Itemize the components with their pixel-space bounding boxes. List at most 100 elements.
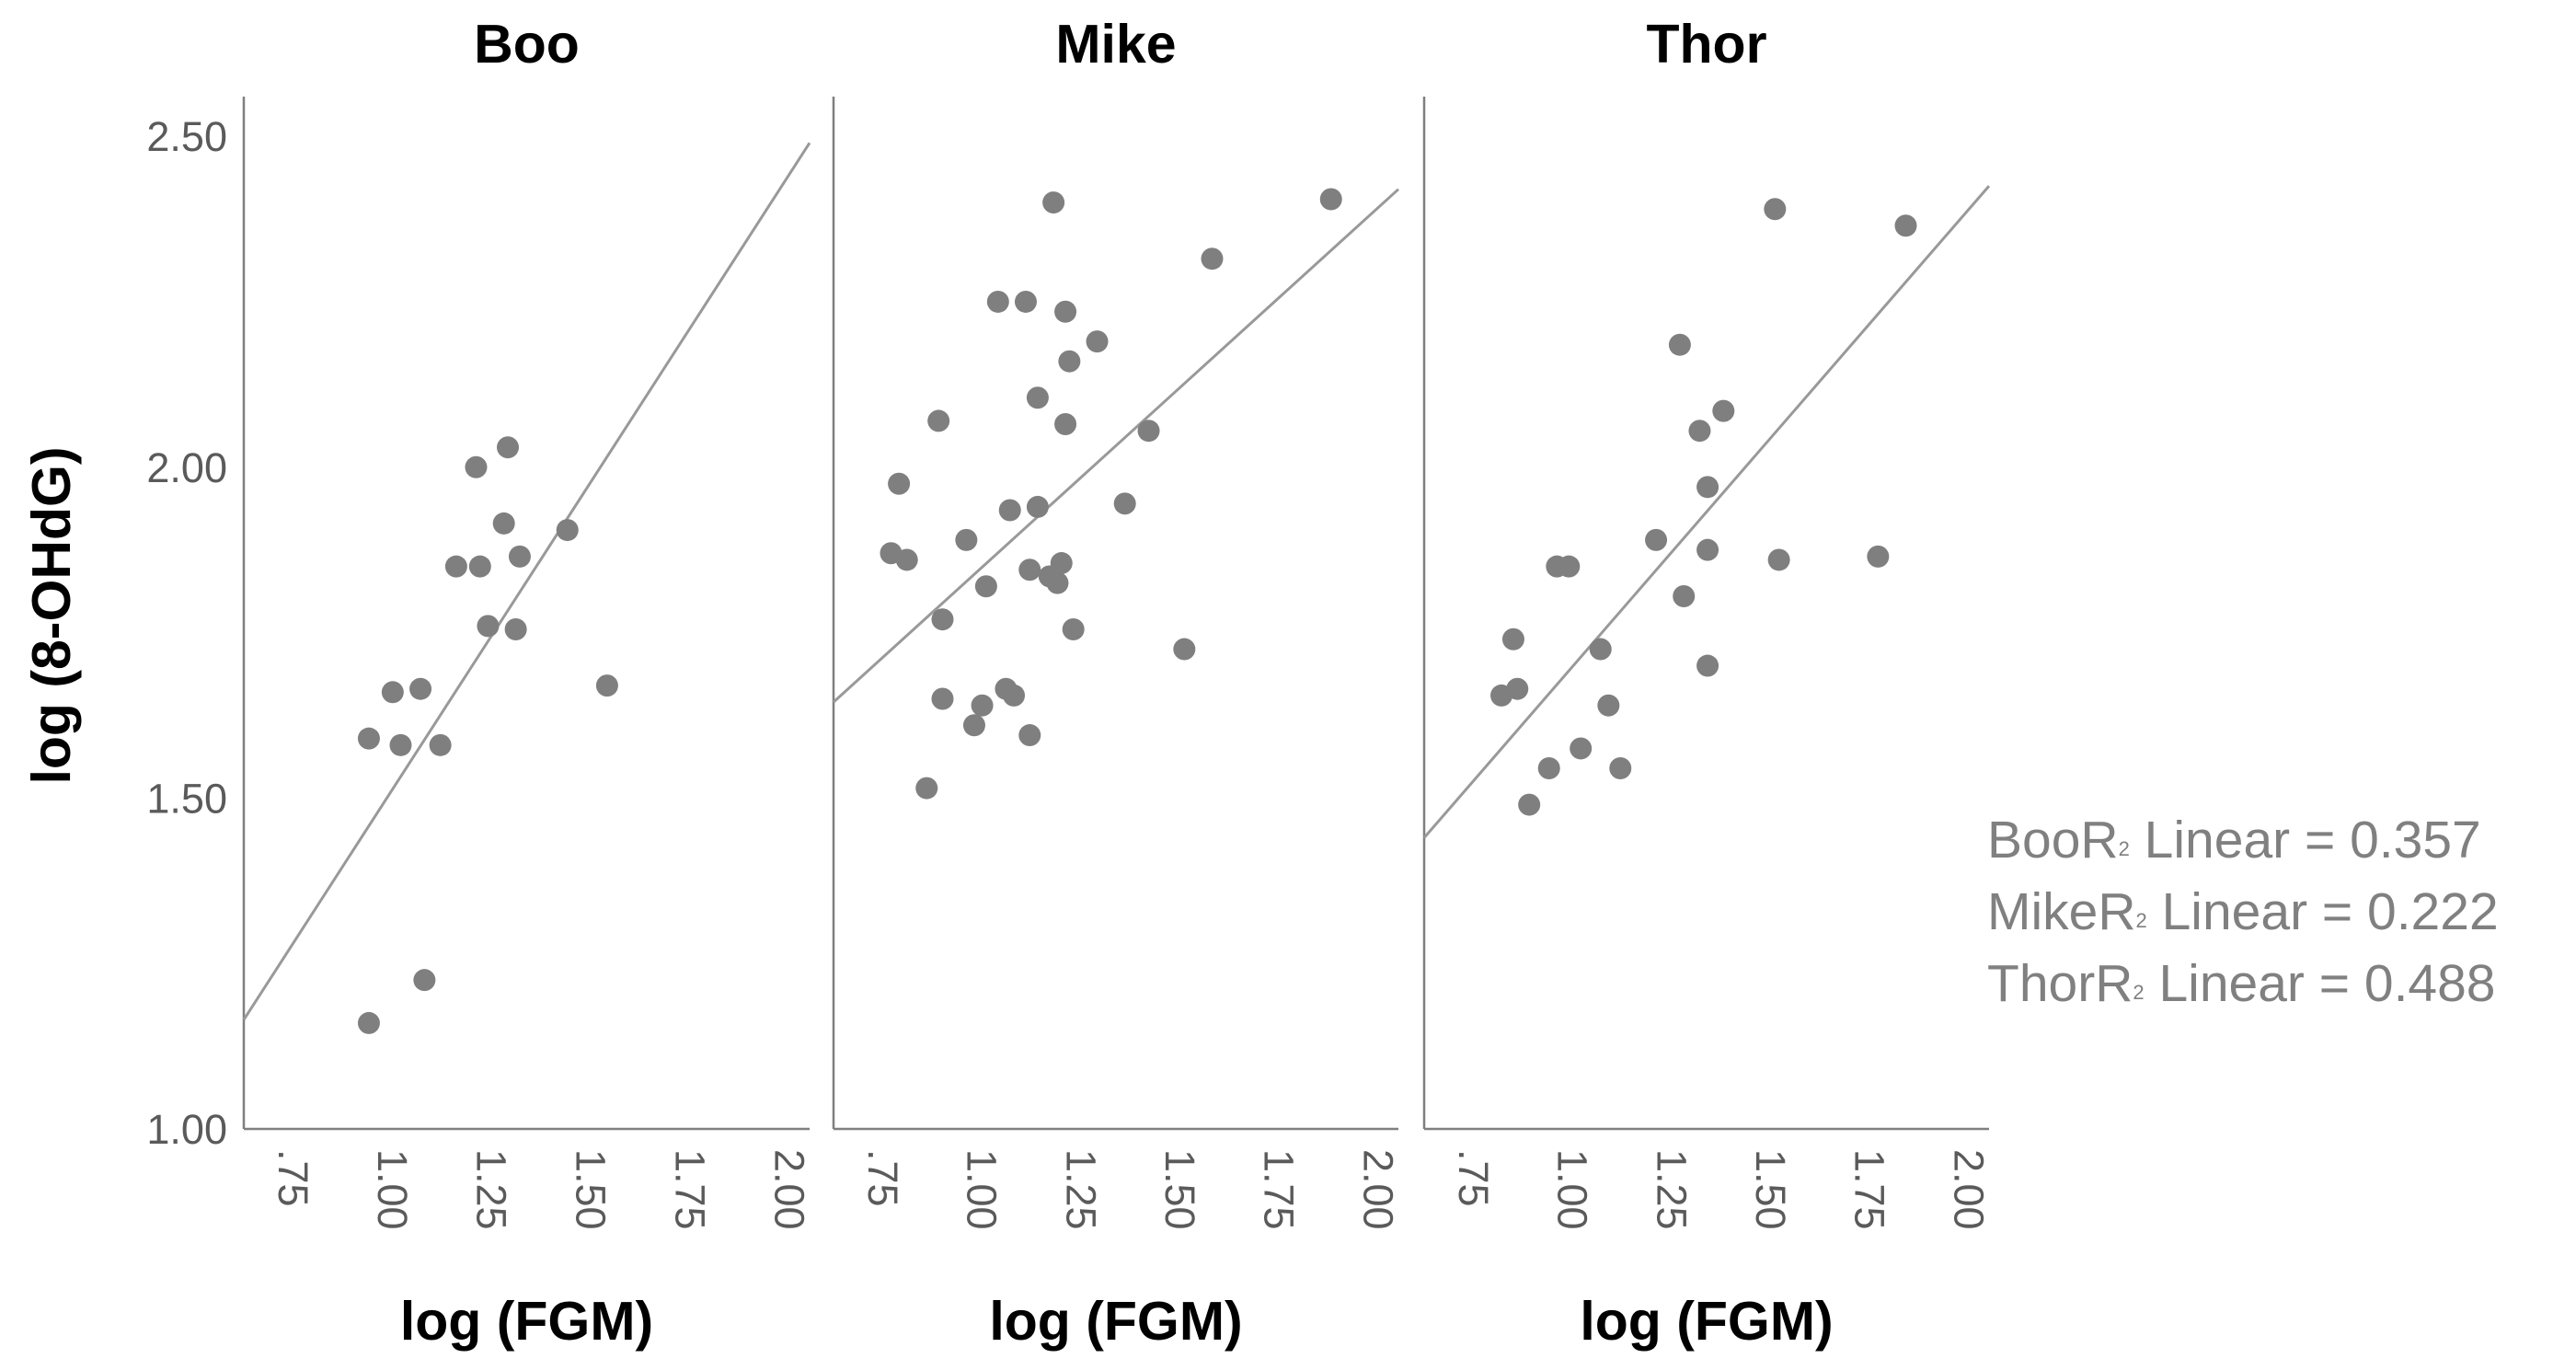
- data-point-thor: [1696, 654, 1719, 677]
- x-tick-label: .75: [1450, 1149, 1497, 1207]
- panel-boo: Boo 1.00 1.50 2.00 2.50 .75 1.00 1.25 1.50 1.75 2.…: [146, 14, 812, 1352]
- x-tick-label: 1.75: [1846, 1149, 1893, 1230]
- panel-title-mike: Mike: [1055, 14, 1176, 75]
- data-point-mike: [1054, 413, 1077, 436]
- data-point-mike: [1319, 188, 1342, 211]
- x-tick-label: 1.00: [369, 1149, 416, 1230]
- data-point-mike: [1054, 300, 1077, 323]
- data-point-mike: [1050, 552, 1073, 575]
- y-tick-label: 1.00: [146, 1106, 227, 1153]
- data-point-thor: [1767, 548, 1790, 571]
- data-point-mike: [962, 714, 985, 737]
- data-point-mike: [895, 548, 918, 571]
- data-point-thor: [1609, 757, 1632, 780]
- data-point-mike: [931, 687, 954, 710]
- legend-r2-value: Linear = 0.222: [2147, 882, 2499, 941]
- x-tick-label: .75: [859, 1149, 906, 1207]
- data-point-thor: [1501, 627, 1524, 650]
- data-point-boo: [465, 455, 488, 478]
- data-point-mike: [1018, 724, 1041, 747]
- data-point-mike: [1137, 420, 1160, 443]
- data-point-thor: [1764, 198, 1787, 221]
- fit-line-mike: [832, 188, 1400, 704]
- legend-entry-boo: BooR2 Linear = 0.357: [1987, 811, 2481, 869]
- data-point-thor: [1696, 476, 1719, 499]
- y-axis-title-group: log (8-OHdG): [21, 446, 82, 784]
- data-point-mike: [974, 575, 997, 598]
- data-point-mike: [931, 608, 954, 631]
- data-point-boo: [508, 545, 531, 568]
- data-point-mike: [1201, 248, 1224, 271]
- y-tick-label: 1.50: [146, 775, 227, 822]
- data-point-thor: [1645, 528, 1668, 551]
- y-tick-label: 2.50: [146, 113, 227, 160]
- fit-line-thor: [1422, 185, 1991, 839]
- legend-series-name: ThorR: [1987, 954, 2133, 1013]
- data-point-mike: [1062, 617, 1085, 640]
- x-tick-label: 2.00: [1354, 1149, 1401, 1230]
- data-point-mike: [955, 528, 978, 551]
- data-point-thor: [1688, 420, 1711, 443]
- data-point-thor: [1673, 585, 1696, 608]
- data-point-thor: [1867, 545, 1890, 568]
- data-point-boo: [409, 677, 432, 700]
- panel-title-thor: Thor: [1646, 14, 1766, 75]
- data-point-boo: [468, 555, 491, 578]
- data-point-thor: [1712, 399, 1735, 422]
- data-point-mike: [1086, 330, 1109, 353]
- legend-series-name: BooR: [1987, 811, 2119, 869]
- data-point-boo: [357, 1011, 380, 1034]
- data-point-thor: [1537, 757, 1560, 780]
- data-point-mike: [1058, 350, 1081, 373]
- x-tick-label: 1.00: [959, 1149, 1006, 1230]
- fit-line-boo: [242, 142, 811, 1021]
- x-tick-label: 2.00: [765, 1149, 812, 1230]
- data-point-thor: [1570, 737, 1593, 760]
- data-point-mike: [1042, 191, 1065, 214]
- x-axis-title: log (FGM): [400, 1291, 653, 1352]
- data-point-boo: [504, 617, 527, 640]
- legend-superscript: 2: [2119, 837, 2130, 860]
- data-point-thor: [1558, 555, 1581, 578]
- data-point-boo: [477, 615, 500, 638]
- data-point-mike: [1014, 290, 1037, 313]
- data-point-mike: [927, 409, 950, 432]
- data-point-boo: [492, 512, 515, 535]
- y-axis-title: log (8-OHdG): [21, 446, 82, 784]
- data-point-thor: [1589, 638, 1612, 661]
- data-point-mike: [1018, 558, 1041, 581]
- legend-r2-value: Linear = 0.488: [2145, 954, 2496, 1013]
- legend-series-name: MikeR: [1987, 882, 2136, 941]
- x-tick-label: 1.00: [1549, 1149, 1596, 1230]
- legend-superscript: 2: [2133, 981, 2144, 1004]
- x-tick-label: 1.50: [1747, 1149, 1794, 1230]
- panel-thor: Thor .75 1.00 1.25 1.50 1.75 2.00 log (FGM): [1422, 14, 1992, 1352]
- data-point-mike: [971, 694, 994, 717]
- data-point-boo: [444, 555, 467, 578]
- data-point-mike: [915, 777, 938, 800]
- x-tick-label: .75: [270, 1149, 316, 1207]
- data-point-thor: [1668, 333, 1691, 356]
- legend-r2-value: Linear = 0.357: [2130, 811, 2481, 869]
- data-point-mike: [1113, 492, 1136, 515]
- x-axis-title: log (FGM): [989, 1291, 1242, 1352]
- data-point-mike: [1026, 495, 1049, 518]
- x-tick-label: 1.25: [468, 1149, 515, 1230]
- data-point-mike: [1046, 571, 1069, 594]
- data-point-thor: [1696, 538, 1719, 561]
- x-tick-label: 1.50: [568, 1149, 615, 1230]
- data-point-thor: [1518, 793, 1541, 816]
- data-point-boo: [389, 733, 412, 756]
- data-point-boo: [381, 681, 404, 704]
- x-axis-title: log (FGM): [1580, 1291, 1833, 1352]
- x-tick-label: 1.25: [1057, 1149, 1104, 1230]
- x-tick-label: 1.25: [1648, 1149, 1695, 1230]
- data-point-boo: [429, 733, 452, 756]
- data-point-boo: [556, 519, 579, 542]
- legend-entry-thor: ThorR2 Linear = 0.488: [1987, 954, 2496, 1013]
- legend-entry-mike: MikeR2 Linear = 0.222: [1987, 882, 2499, 941]
- data-point-mike: [888, 472, 911, 495]
- data-point-boo: [497, 436, 519, 459]
